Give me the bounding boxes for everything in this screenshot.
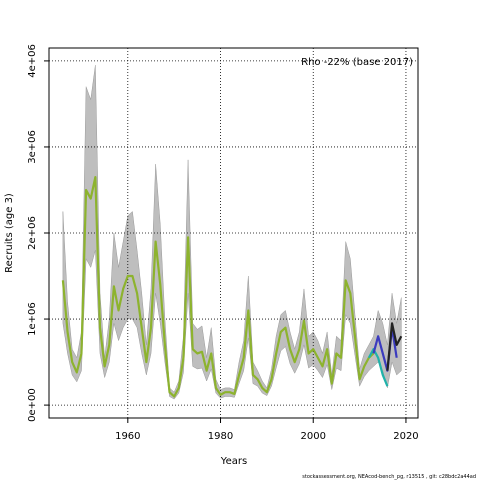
y-axis-label: Recruits (age 3) bbox=[4, 193, 15, 273]
series-line bbox=[61, 175, 375, 398]
series-line bbox=[386, 322, 403, 371]
series-line bbox=[372, 326, 398, 372]
plot-frame bbox=[48, 47, 419, 419]
y-tick-label: 3e+06 bbox=[27, 130, 38, 164]
x-tick-label: 2000 bbox=[301, 431, 326, 442]
series-line bbox=[367, 348, 389, 387]
x-axis-label: Years bbox=[220, 456, 247, 467]
y-tick-label: 0e+00 bbox=[27, 388, 38, 422]
y-tick-label: 4e+06 bbox=[27, 44, 38, 78]
annotation: Rho -22% (base 2017) bbox=[301, 57, 413, 68]
y-tick-label: 2e+06 bbox=[27, 216, 38, 250]
x-tick-label: 1980 bbox=[208, 431, 233, 442]
footer: stockassessment.org, NEAcod-bench_pg, r1… bbox=[302, 474, 476, 480]
x-tick-label: 1960 bbox=[115, 431, 140, 442]
x-tick-label: 2020 bbox=[393, 431, 418, 442]
y-tick-label: 1e+06 bbox=[27, 302, 38, 336]
confidence-band bbox=[62, 65, 402, 400]
